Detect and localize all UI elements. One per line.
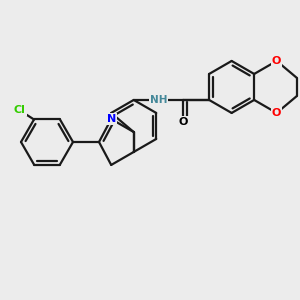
Text: NH: NH [150, 95, 167, 105]
Text: Cl: Cl [14, 105, 26, 116]
Text: O: O [178, 117, 188, 127]
Text: O: O [272, 108, 281, 118]
Text: N: N [106, 114, 116, 124]
Text: O: O [272, 56, 281, 66]
